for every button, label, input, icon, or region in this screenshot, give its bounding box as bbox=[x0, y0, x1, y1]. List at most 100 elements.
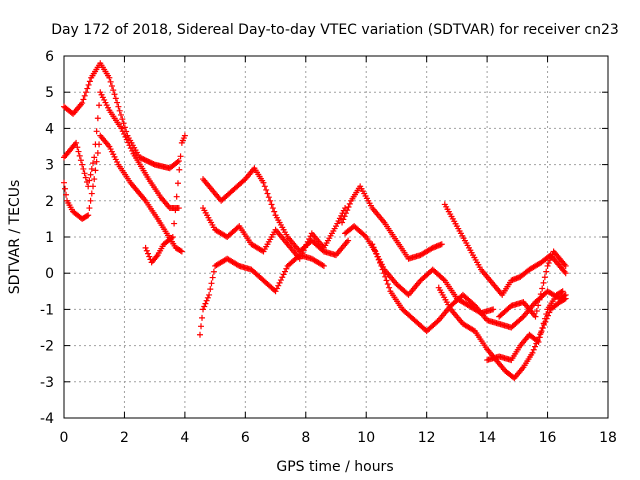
data-point-marker bbox=[110, 87, 117, 94]
data-point-marker bbox=[177, 153, 184, 160]
data-point-marker bbox=[114, 99, 121, 106]
data-point-marker bbox=[75, 148, 82, 155]
data-point-marker bbox=[175, 157, 182, 164]
data-point-marker bbox=[111, 91, 118, 98]
data-point-marker bbox=[344, 207, 351, 214]
x-tick-label: 4 bbox=[180, 430, 189, 446]
data-point-marker bbox=[548, 254, 555, 261]
data-point-marker bbox=[277, 277, 284, 284]
data-point-marker bbox=[428, 245, 435, 252]
data-point-marker bbox=[96, 141, 103, 148]
data-point-marker bbox=[234, 224, 241, 231]
data-point-marker bbox=[384, 281, 391, 288]
data-point-marker bbox=[92, 167, 99, 174]
y-tick-label: 6 bbox=[45, 49, 54, 65]
data-point-marker bbox=[370, 244, 377, 251]
data-point-marker bbox=[519, 314, 526, 321]
data-point-marker bbox=[201, 303, 208, 310]
data-point-marker bbox=[298, 252, 305, 259]
data-point-marker bbox=[86, 177, 93, 184]
data-point-marker bbox=[91, 176, 98, 183]
data-point-marker bbox=[207, 286, 214, 293]
x-tick-label: 6 bbox=[241, 430, 250, 446]
data-point-marker bbox=[539, 325, 546, 332]
x-tick-label: 12 bbox=[418, 430, 436, 446]
data-point-marker bbox=[544, 262, 551, 269]
data-point-marker bbox=[535, 302, 542, 309]
data-point-marker bbox=[86, 205, 93, 212]
data-point-marker bbox=[540, 320, 547, 327]
data-point-marker bbox=[438, 241, 445, 248]
data-point-marker bbox=[145, 250, 152, 257]
data-point-marker bbox=[306, 236, 313, 243]
y-tick-label: 3 bbox=[45, 158, 54, 174]
data-point-marker bbox=[202, 300, 209, 307]
data-point-marker bbox=[88, 190, 95, 197]
data-point-marker bbox=[82, 174, 89, 181]
x-tick-label: 18 bbox=[599, 430, 617, 446]
data-point-marker bbox=[204, 294, 211, 301]
data-point-marker bbox=[125, 139, 132, 146]
data-point-marker bbox=[177, 247, 184, 254]
data-point-marker bbox=[373, 250, 380, 257]
y-tick-label: 5 bbox=[45, 85, 54, 101]
series-track-14 bbox=[496, 248, 569, 320]
data-point-marker bbox=[562, 295, 569, 302]
data-point-marker bbox=[383, 277, 390, 284]
data-point-marker bbox=[440, 276, 447, 283]
data-point-marker bbox=[94, 115, 101, 122]
data-point-marker bbox=[112, 95, 119, 102]
y-tick-label: 4 bbox=[45, 121, 54, 137]
data-point-marker bbox=[470, 327, 477, 334]
data-point-marker bbox=[206, 291, 213, 298]
data-point-marker bbox=[319, 262, 326, 269]
data-point-marker bbox=[562, 262, 569, 269]
data-point-marker bbox=[87, 197, 94, 204]
data-point-marker bbox=[107, 78, 114, 85]
data-point-marker bbox=[80, 165, 87, 172]
data-point-marker bbox=[175, 205, 182, 212]
data-point-marker bbox=[96, 102, 103, 109]
data-point-marker bbox=[83, 213, 90, 220]
data-point-marker bbox=[174, 180, 181, 187]
data-point-marker bbox=[174, 159, 181, 166]
data-point-marker bbox=[85, 81, 92, 88]
data-point-marker bbox=[272, 288, 279, 295]
data-point-marker bbox=[173, 193, 180, 200]
data-point-marker bbox=[143, 247, 150, 254]
data-point-marker bbox=[532, 343, 539, 350]
data-point-marker bbox=[561, 296, 568, 303]
data-point-marker bbox=[540, 279, 547, 286]
data-point-marker bbox=[74, 144, 81, 151]
data-point-marker bbox=[115, 103, 122, 110]
data-point-marker bbox=[234, 262, 241, 269]
data-point-marker bbox=[533, 308, 540, 315]
data-point-marker bbox=[169, 234, 176, 240]
data-point-marker bbox=[208, 280, 215, 287]
data-point-marker bbox=[79, 100, 86, 107]
data-point-marker bbox=[172, 207, 179, 214]
data-point-marker bbox=[198, 323, 205, 330]
y-tick-label: -1 bbox=[40, 302, 54, 318]
data-point-marker bbox=[281, 268, 288, 275]
data-point-marker bbox=[73, 139, 80, 146]
x-tick-label: 16 bbox=[539, 430, 557, 446]
data-point-marker bbox=[85, 212, 92, 219]
data-point-marker bbox=[283, 265, 290, 272]
data-point-marker bbox=[203, 297, 210, 304]
data-point-marker bbox=[146, 253, 153, 260]
data-point-marker bbox=[299, 250, 306, 257]
data-point-marker bbox=[537, 291, 544, 298]
data-point-marker bbox=[77, 157, 84, 164]
data-point-marker bbox=[81, 170, 88, 177]
series-track-8 bbox=[339, 183, 445, 262]
data-point-marker bbox=[88, 165, 95, 172]
data-point-marker bbox=[120, 120, 127, 127]
data-point-marker bbox=[375, 256, 382, 263]
data-point-marker bbox=[90, 160, 97, 167]
data-point-marker bbox=[116, 107, 123, 114]
data-point-marker bbox=[210, 268, 217, 275]
data-point-marker bbox=[121, 131, 128, 138]
y-tick-label: 2 bbox=[45, 194, 54, 210]
